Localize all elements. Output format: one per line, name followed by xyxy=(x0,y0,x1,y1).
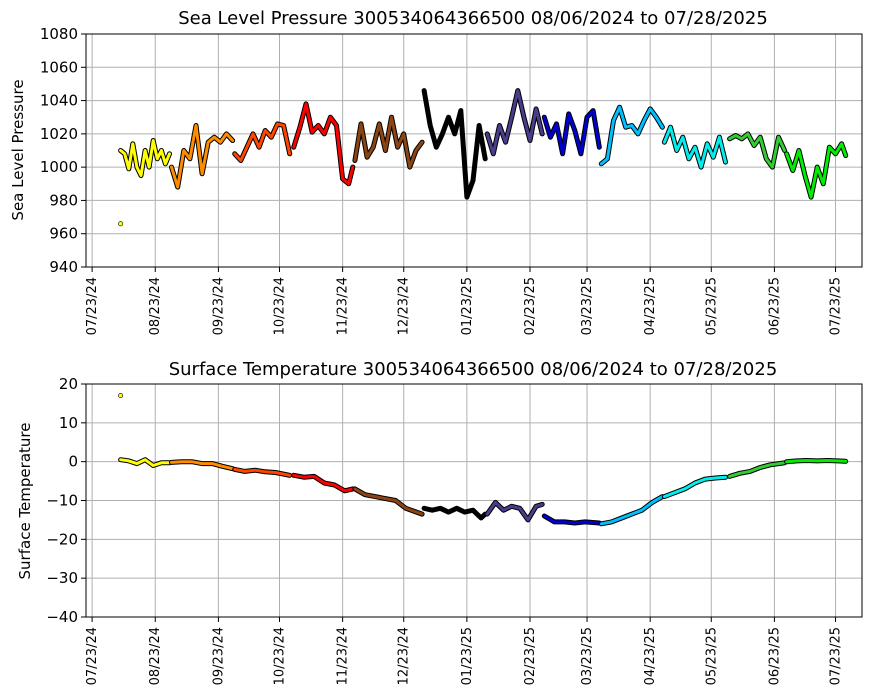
y-tick-label: 10 xyxy=(59,414,78,432)
series-line xyxy=(292,473,355,493)
x-tick-label: 07/23/24 xyxy=(85,277,100,335)
series-line xyxy=(662,475,727,499)
x-tick-label: 03/23/25 xyxy=(580,277,595,335)
y-tick-label: 1000 xyxy=(40,158,78,176)
plot-area xyxy=(118,88,849,227)
series-line xyxy=(119,139,171,177)
x-tick-label: 05/23/25 xyxy=(704,627,719,685)
y-tick-label: 1080 xyxy=(40,25,78,43)
series-line xyxy=(599,495,664,526)
x-tick-label: 12/23/24 xyxy=(397,627,412,685)
series-line xyxy=(542,514,601,525)
series-line xyxy=(353,487,424,516)
grid xyxy=(86,383,862,618)
x-tick-label: 10/23/24 xyxy=(273,277,288,335)
x-tick-label: 06/23/25 xyxy=(767,277,782,335)
y-tick-label: 960 xyxy=(49,225,78,243)
y-tick-label: 0 xyxy=(68,453,78,471)
series-line xyxy=(542,109,601,156)
x-tick-label: 07/23/25 xyxy=(829,627,844,685)
axes-frame xyxy=(85,33,863,268)
y-tick-label: −30 xyxy=(46,569,78,587)
series-line xyxy=(292,102,355,186)
series-line xyxy=(353,115,424,169)
outlier-point xyxy=(118,393,124,399)
surface-temperature-panel: Surface Temperature 300534064366500 08/0… xyxy=(16,359,863,685)
y-tick-label: 1020 xyxy=(40,125,78,143)
outlier-point xyxy=(118,221,124,227)
series-line xyxy=(170,124,235,189)
series-line xyxy=(728,132,787,169)
x-tick-label: 08/23/24 xyxy=(148,627,163,685)
series-line xyxy=(785,142,848,199)
series-line xyxy=(233,467,292,477)
series-line xyxy=(233,122,292,162)
series-line xyxy=(422,89,487,199)
y-tick-label: −40 xyxy=(46,608,78,626)
chart-title: Surface Temperature 300534064366500 08/0… xyxy=(169,359,778,380)
y-tick-label: −10 xyxy=(46,492,78,510)
y-axis-label: Sea Level Pressure xyxy=(9,79,27,220)
series-line xyxy=(599,105,664,166)
series-line xyxy=(785,459,848,464)
x-tick-label: 02/23/25 xyxy=(523,277,538,335)
x-tick-label: 07/23/25 xyxy=(829,277,844,335)
series-line xyxy=(485,89,544,156)
x-tick-label: 04/23/25 xyxy=(643,277,658,335)
y-tick-label: 20 xyxy=(59,375,78,393)
y-tick-label: −20 xyxy=(46,530,78,548)
sea-level-pressure-panel: Sea Level Pressure 300534064366500 08/06… xyxy=(9,8,863,335)
x-tick-label: 06/23/25 xyxy=(767,627,782,685)
y-tick-label: 940 xyxy=(49,258,78,276)
x-tick-label: 09/23/24 xyxy=(211,277,226,335)
chart-title: Sea Level Pressure 300534064366500 08/06… xyxy=(178,8,768,29)
series-line xyxy=(119,458,171,467)
series-line xyxy=(728,461,787,478)
y-tick-label: 980 xyxy=(49,191,78,209)
x-tick-label: 04/23/25 xyxy=(643,627,658,685)
y-tick-label: 1060 xyxy=(40,58,78,76)
x-tick-label: 01/23/25 xyxy=(460,277,475,335)
x-tick-label: 05/23/25 xyxy=(704,277,719,335)
series-line xyxy=(485,500,544,522)
x-tick-label: 07/23/24 xyxy=(85,627,100,685)
x-tick-label: 12/23/24 xyxy=(397,277,412,335)
x-tick-label: 02/23/25 xyxy=(523,627,538,685)
x-tick-label: 10/23/24 xyxy=(273,627,288,685)
x-tick-label: 03/23/25 xyxy=(580,627,595,685)
x-tick-label: 09/23/24 xyxy=(211,627,226,685)
series-line xyxy=(170,460,235,471)
x-tick-label: 01/23/25 xyxy=(460,627,475,685)
plot-area xyxy=(118,393,849,527)
series-line xyxy=(662,125,727,169)
y-tick-label: 1040 xyxy=(40,92,78,110)
x-tick-label: 11/23/24 xyxy=(336,277,351,335)
y-axis-label: Surface Temperature xyxy=(16,423,34,580)
x-tick-label: 08/23/24 xyxy=(148,277,163,335)
x-tick-label: 11/23/24 xyxy=(336,627,351,685)
series-line xyxy=(422,506,487,520)
